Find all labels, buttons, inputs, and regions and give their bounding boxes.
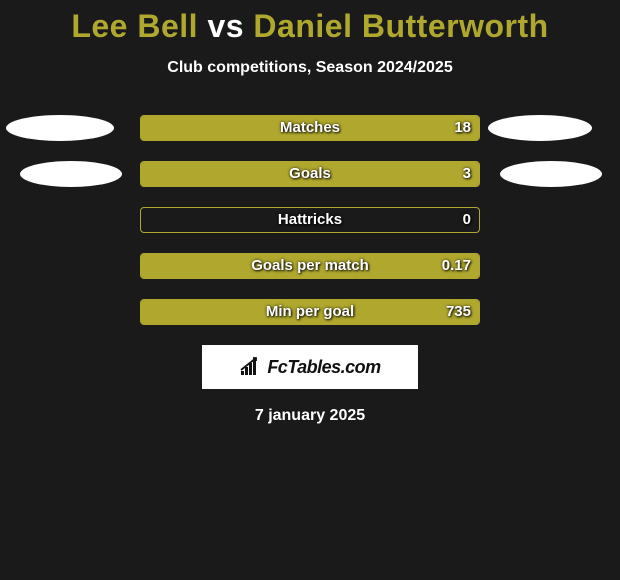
stat-label: Hattricks [141,211,479,228]
stat-value-right: 0 [463,211,471,228]
stat-label: Goals per match [141,257,479,274]
logo-text: FcTables.com [267,357,380,378]
stat-row: Hattricks0 [0,207,620,233]
stat-row: Matches18 [0,115,620,141]
right-ellipse [500,161,602,187]
comparison-chart: Matches18 Goals3 Hattricks0 Goals per match… [0,115,620,325]
stat-row: Min per goal735 [0,299,620,325]
stat-label: Goals [141,165,479,182]
stat-row: Goals per match0.17 [0,253,620,279]
stat-value-right: 3 [463,165,471,182]
stat-value-right: 18 [454,119,471,136]
stat-value-right: 735 [446,303,471,320]
player2-name: Daniel Butterworth [253,8,548,44]
stat-bar: Hattricks0 [140,207,480,233]
stat-bar: Goals3 [140,161,480,187]
bars-icon [239,357,263,377]
snapshot-date: 7 january 2025 [0,407,620,425]
season-subtitle: Club competitions, Season 2024/2025 [0,59,620,77]
player1-name: Lee Bell [71,8,198,44]
stat-bar: Min per goal735 [140,299,480,325]
stat-bar: Matches18 [140,115,480,141]
comparison-title: Lee Bell vs Daniel Butterworth [0,0,620,45]
right-ellipse [488,115,592,141]
stat-value-right: 0.17 [442,257,471,274]
left-ellipse [20,161,122,187]
stat-bar: Goals per match0.17 [140,253,480,279]
stat-label: Matches [141,119,479,136]
left-ellipse [6,115,114,141]
stat-label: Min per goal [141,303,479,320]
fctables-logo: FcTables.com [202,345,418,389]
stat-row: Goals3 [0,161,620,187]
vs-separator: vs [207,8,244,44]
